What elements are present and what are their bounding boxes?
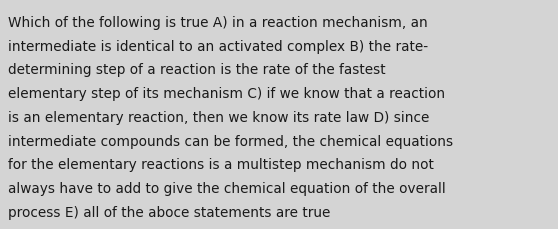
Text: is an elementary reaction, then we know its rate law D) since: is an elementary reaction, then we know … — [8, 110, 430, 124]
Text: elementary step of its mechanism C) if we know that a reaction: elementary step of its mechanism C) if w… — [8, 87, 445, 101]
Text: for the elementary reactions is a multistep mechanism do not: for the elementary reactions is a multis… — [8, 158, 434, 172]
Text: intermediate compounds can be formed, the chemical equations: intermediate compounds can be formed, th… — [8, 134, 454, 148]
Text: process E) all of the aboce statements are true: process E) all of the aboce statements a… — [8, 205, 331, 219]
Text: determining step of a reaction is the rate of the fastest: determining step of a reaction is the ra… — [8, 63, 386, 77]
Text: Which of the following is true A) in a reaction mechanism, an: Which of the following is true A) in a r… — [8, 16, 428, 30]
Text: always have to add to give the chemical equation of the overall: always have to add to give the chemical … — [8, 181, 446, 195]
Text: intermediate is identical to an activated complex B) the rate-: intermediate is identical to an activate… — [8, 40, 429, 54]
